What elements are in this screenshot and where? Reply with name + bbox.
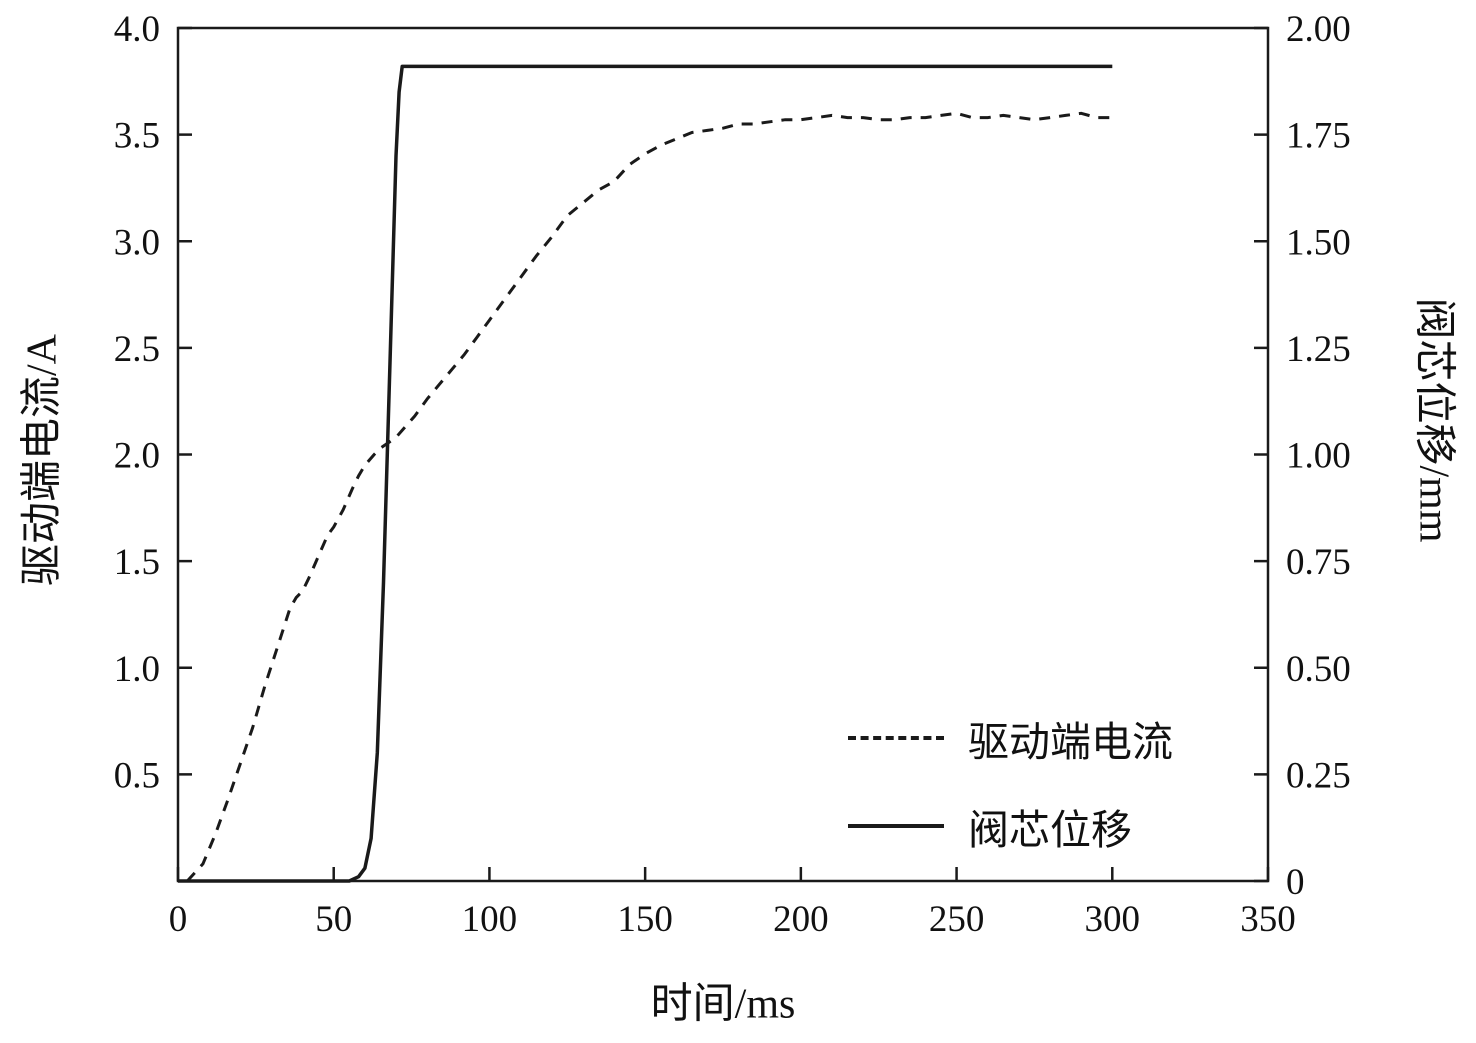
x-tick-label: 350 [1240, 899, 1296, 940]
right-y-tick-label: 0.75 [1286, 542, 1351, 583]
legend-item-displacement: 阀芯位移 [848, 796, 1173, 856]
series-line-displacement [178, 64, 1113, 883]
legend: 驱动端电流 阀芯位移 [848, 708, 1173, 856]
x-tick-label: 250 [929, 899, 985, 940]
x-tick-label: 0 [169, 899, 188, 940]
legend-label-displacement: 阀芯位移 [968, 807, 1132, 853]
right-y-tick-label: 1.00 [1286, 436, 1351, 477]
dashed-line-sample [848, 736, 944, 740]
right-axis-title: 阀芯位移/mm [1410, 297, 1457, 543]
left-y-tick-label: 3.5 [114, 116, 160, 157]
right-y-tick-label: 0 [1286, 862, 1305, 903]
left-y-tick-label: 3.0 [114, 222, 160, 263]
x-axis-title: 时间/ms [650, 981, 796, 1028]
right-y-tick-label: 2.00 [1286, 9, 1351, 50]
right-y-tick-label: 1.25 [1286, 329, 1351, 370]
left-y-tick-label: 0.5 [114, 755, 160, 796]
left-y-tick-label: 2.0 [114, 436, 160, 477]
right-y-tick-label: 0.25 [1286, 755, 1351, 796]
left-y-tick-label: 2.5 [114, 329, 160, 370]
left-y-tick-label: 1.0 [114, 649, 160, 690]
right-y-tick-label: 1.75 [1286, 116, 1351, 157]
x-tick-label: 100 [462, 899, 518, 940]
legend-label-current: 驱动端电流 [968, 719, 1173, 765]
right-y-tick-label: 1.50 [1286, 222, 1351, 263]
right-y-tick-label: 0.50 [1286, 649, 1351, 690]
series-line-current [186, 111, 1113, 883]
legend-item-current: 驱动端电流 [848, 708, 1173, 768]
left-y-tick-label: 1.5 [114, 542, 160, 583]
solid-line-sample [848, 824, 944, 828]
x-tick-label: 50 [315, 899, 352, 940]
x-tick-label: 150 [617, 899, 673, 940]
x-tick-label: 200 [773, 899, 829, 940]
left-y-tick-label: 4.0 [114, 9, 160, 50]
left-axis-title: 驱动端电流/A [19, 333, 66, 587]
x-tick-label: 300 [1085, 899, 1141, 940]
